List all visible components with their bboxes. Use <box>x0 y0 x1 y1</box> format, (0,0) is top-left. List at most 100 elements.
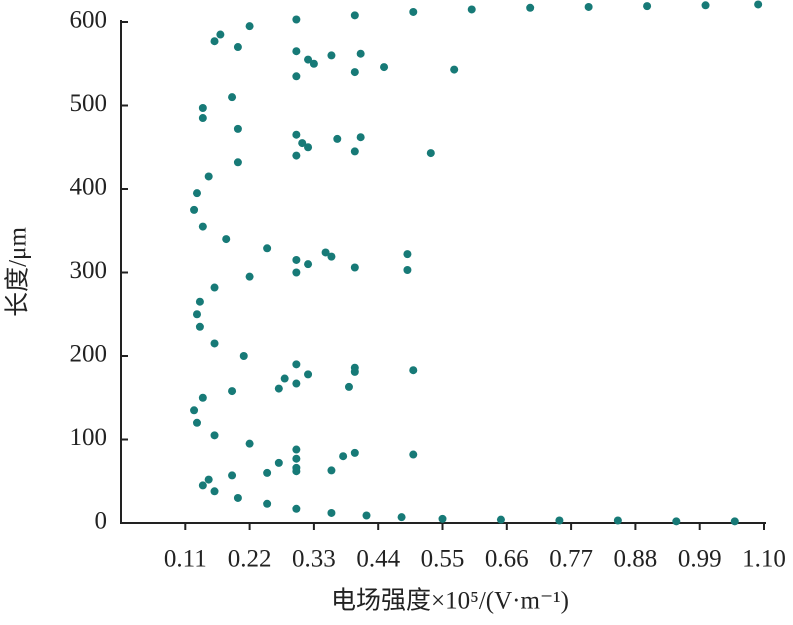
point <box>350 363 359 372</box>
point <box>292 15 301 24</box>
point <box>344 382 353 391</box>
point <box>198 114 207 123</box>
point <box>192 418 201 427</box>
point <box>350 147 359 156</box>
point <box>263 468 272 477</box>
point <box>403 250 412 259</box>
point <box>672 517 681 526</box>
point <box>304 260 313 269</box>
point <box>309 59 318 68</box>
point <box>190 406 199 415</box>
point <box>263 499 272 508</box>
point <box>292 130 301 139</box>
point <box>292 504 301 513</box>
point <box>409 366 418 375</box>
point <box>292 360 301 369</box>
y-tick-label: 600 <box>70 7 108 34</box>
point <box>643 2 652 11</box>
point <box>304 143 313 152</box>
point <box>233 158 242 167</box>
point <box>280 374 289 383</box>
point <box>467 5 476 14</box>
point <box>496 515 505 524</box>
point <box>292 379 301 388</box>
point <box>192 310 201 319</box>
x-tick-label: 0.22 <box>228 546 272 573</box>
point <box>292 454 301 463</box>
point <box>245 439 254 448</box>
x-axis-label: 电场强度×10⁵/(V·m⁻¹) <box>331 587 569 615</box>
point <box>526 3 535 12</box>
point <box>195 322 204 331</box>
point <box>198 104 207 113</box>
x-tick-label: 1.10 <box>742 546 786 573</box>
point <box>228 471 237 480</box>
point <box>409 7 418 16</box>
y-axis-label: 长度/μm <box>4 227 32 317</box>
point <box>222 235 231 244</box>
point <box>210 487 219 496</box>
point <box>245 272 254 281</box>
point <box>210 283 219 292</box>
point <box>292 445 301 454</box>
point <box>304 55 313 64</box>
x-tick-label: 0.55 <box>421 546 465 573</box>
x-tick-label: 0.11 <box>164 546 207 573</box>
point <box>198 481 207 490</box>
point <box>292 255 301 264</box>
x-tick-label: 0.77 <box>549 546 593 573</box>
point <box>555 516 564 525</box>
point <box>274 458 283 467</box>
y-tick-label: 0 <box>95 508 108 535</box>
point <box>274 384 283 393</box>
point <box>195 297 204 306</box>
point <box>292 463 301 472</box>
point <box>327 466 336 475</box>
point <box>292 72 301 81</box>
point <box>327 252 336 261</box>
y-tick-label: 200 <box>70 341 108 368</box>
y-tick-label: 300 <box>70 257 108 284</box>
point <box>233 124 242 133</box>
point <box>228 387 237 396</box>
point <box>204 172 213 181</box>
point <box>204 475 213 484</box>
x-tick-label: 0.99 <box>678 546 722 573</box>
point <box>754 0 763 9</box>
point <box>350 68 359 77</box>
point <box>292 268 301 277</box>
x-tick-label: 0.44 <box>356 546 400 573</box>
point <box>403 265 412 274</box>
point <box>292 47 301 56</box>
point <box>350 11 359 20</box>
point <box>350 448 359 457</box>
x-tick-label: 0.88 <box>614 546 658 573</box>
point <box>298 139 307 148</box>
point <box>339 452 348 461</box>
point <box>210 37 219 46</box>
point <box>239 352 248 360</box>
point <box>233 43 242 52</box>
point <box>450 65 459 74</box>
point <box>292 151 301 160</box>
point <box>397 513 406 522</box>
point <box>216 30 225 39</box>
point <box>701 1 710 10</box>
y-tick-label: 100 <box>70 424 108 451</box>
point <box>192 189 201 198</box>
point <box>327 51 336 60</box>
point <box>304 370 313 379</box>
point <box>409 450 418 459</box>
point <box>613 516 622 525</box>
point <box>263 244 272 253</box>
point <box>210 339 219 348</box>
point <box>198 393 207 402</box>
point <box>245 22 254 31</box>
point <box>350 263 359 272</box>
x-tick-label: 0.66 <box>485 546 529 573</box>
point <box>198 222 207 231</box>
y-tick-label: 500 <box>70 90 108 117</box>
point <box>210 431 219 440</box>
point <box>438 514 447 523</box>
